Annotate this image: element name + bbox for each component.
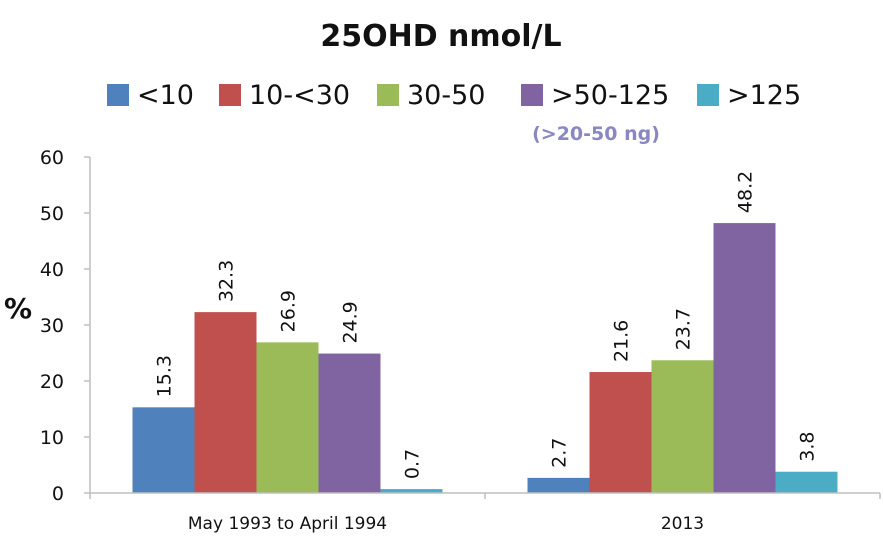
legend-swatch-125 [697,84,719,106]
legend-label-50-125: >50-125 [551,80,669,111]
y-tick-label: 30 [40,315,64,337]
chart-title: 25OHD nmol/L [320,19,561,54]
bars: 15.3 32.3 26.9 24.9 0.7 2.7 21.6 23.7 48.2 3.8 [132,171,838,493]
y-tick-label: 0 [52,483,64,505]
legend-label-30-50: 30-50 [407,80,485,111]
bar-30-50-2013 [651,360,714,493]
legend-label-125: >125 [727,80,801,111]
data-label-30-50-may-1993-to-april-1994: 26.9 [278,290,300,332]
data-label-10-30-may-1993-to-april-1994: 32.3 [216,260,238,302]
data-label-50-125-may-1993-to-april-1994: 24.9 [340,301,362,343]
data-label-10-2013: 2.7 [549,438,571,468]
data-label-125-2013: 3.8 [797,432,819,462]
y-tick-label: 10 [40,427,64,449]
y-axis: 0 10 20 30 40 50 60 [40,147,91,505]
legend-note: (>20-50 ng) [532,123,660,145]
bar-125-may-1993-to-april-1994 [380,489,443,493]
data-label-125-may-1993-to-april-1994: 0.7 [402,449,424,479]
y-tick-label: 40 [40,259,64,281]
x-axis: May 1993 to April 1994 2013 [89,492,881,534]
bar-50-125-may-1993-to-april-1994 [318,353,381,493]
data-label-10-may-1993-to-april-1994: 15.3 [154,355,176,397]
bar-10-may-1993-to-april-1994 [132,407,195,493]
y-tick-label: 50 [40,203,64,225]
bar-125-2013 [775,471,838,493]
y-axis-label: % [4,292,32,325]
legend-swatch-30-50 [377,84,399,106]
legend-label-10: <10 [137,80,194,111]
data-label-50-125-2013: 48.2 [735,171,757,213]
y-tick-label: 60 [40,147,64,169]
legend: <10 10-<30 30-50 >50-125 >125 [107,80,801,111]
bar-10-30-may-1993-to-april-1994 [194,312,257,493]
y-tick-label: 20 [40,371,64,393]
data-label-10-30-2013: 21.6 [611,320,633,362]
bar-50-125-2013 [713,223,776,493]
bar-10-30-2013 [589,372,652,493]
legend-swatch-50-125 [521,84,543,106]
bar-30-50-may-1993-to-april-1994 [256,342,319,493]
bar-10-2013 [527,477,590,493]
legend-label-10-30: 10-<30 [249,80,350,111]
x-category-label: 2013 [661,514,704,534]
legend-swatch-10-30 [219,84,241,106]
x-category-label: May 1993 to April 1994 [188,514,387,534]
data-label-30-50-2013: 23.7 [673,308,695,350]
legend-swatch-10 [107,84,129,106]
